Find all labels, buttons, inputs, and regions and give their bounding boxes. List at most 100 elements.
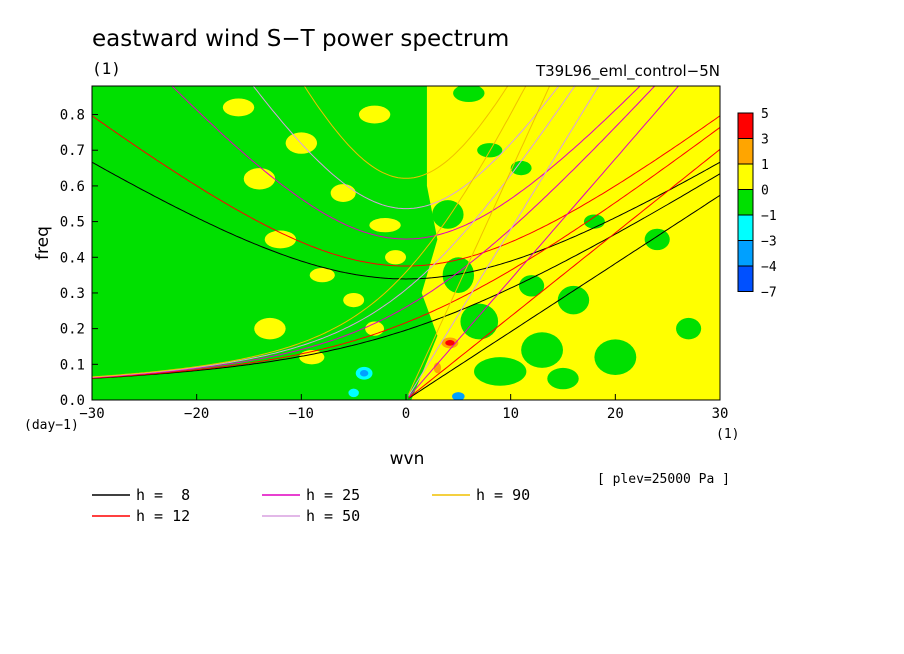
chart-title: eastward wind S−T power spectrum	[92, 26, 509, 52]
field-blob	[222, 98, 255, 117]
colorbar-label: −3	[761, 235, 777, 250]
curve-ig1-h25	[171, 86, 641, 240]
field-blob	[359, 370, 369, 377]
legend-label: h = 8	[136, 486, 190, 504]
y-tick-label: 0.0	[60, 393, 85, 409]
colorbar: 5 3 1 0 −1 −3 −4 −7	[737, 107, 777, 301]
curve-ig1-h12	[92, 115, 720, 267]
field-blob	[453, 86, 485, 103]
field-blob	[92, 100, 155, 129]
field-blob	[594, 339, 637, 376]
y-tick-label: 0.3	[60, 286, 85, 302]
colorbar-swatch	[737, 112, 754, 139]
field-blob	[343, 292, 365, 308]
curve-ig1-h50	[252, 86, 560, 210]
x-tick-label: 20	[607, 406, 624, 422]
field-blob	[128, 160, 181, 197]
field-blob	[676, 317, 702, 340]
x-tick-label: 0	[402, 406, 410, 422]
dispersion-curves	[92, 86, 720, 399]
field-blob	[243, 168, 276, 190]
colorbar-swatch	[737, 240, 754, 267]
field-blob	[254, 317, 286, 340]
curve-mrg-h50	[92, 86, 576, 378]
y-tick-label: 0.4	[60, 250, 85, 266]
x-tick-label: −30	[79, 406, 104, 422]
y-tick-label: 0.6	[60, 179, 85, 195]
colorbar-swatch	[737, 265, 754, 292]
field-blob	[170, 332, 223, 361]
y-tick-label: 0.5	[60, 215, 85, 231]
curve-kelvin-h50	[408, 86, 600, 396]
field-blob	[432, 200, 464, 229]
field-blob	[452, 392, 465, 400]
field-blob	[474, 357, 527, 386]
field-blob	[369, 218, 401, 233]
colorbar-label: −7	[761, 286, 777, 301]
field-blob	[330, 184, 356, 202]
plev-note: [ plev=25000 Pa ]	[597, 472, 730, 487]
colorbar-label: 0	[761, 184, 769, 199]
x-tick-label: 30	[712, 406, 729, 422]
colorbar-swatch	[737, 163, 754, 190]
legend-label: h = 50	[306, 507, 360, 525]
curve-kelvin-h8	[408, 194, 720, 399]
field-blob	[519, 275, 545, 297]
y-tick-label: 0.1	[60, 357, 85, 373]
curve-mrg-h90	[92, 86, 527, 378]
field-blob	[510, 160, 532, 176]
colorbar-swatch	[737, 214, 754, 241]
y-axis-unit: (day−1)	[24, 418, 79, 433]
x-axis-label: wvn	[390, 449, 425, 469]
subtitle-right: T39L96_eml_control−5N	[535, 62, 720, 81]
legend-label: h = 25	[306, 486, 360, 504]
field-blobs	[92, 86, 702, 400]
curve-mrg-h25	[92, 86, 656, 378]
plot-area	[92, 86, 720, 400]
field-blob	[557, 285, 590, 315]
legend-label: h = 90	[476, 486, 530, 504]
field-blob	[212, 271, 265, 315]
field-blob	[547, 367, 579, 390]
colorbar-label: 3	[761, 133, 769, 148]
field-blob	[264, 230, 297, 249]
field-blob	[348, 388, 359, 398]
field-blob	[133, 371, 197, 393]
x-tick-label: 10	[502, 406, 519, 422]
field-blob	[191, 128, 244, 158]
field-blob	[644, 228, 670, 251]
field-blob	[299, 350, 325, 365]
field-blob	[186, 185, 229, 215]
field-transition	[385, 86, 438, 400]
field-blob	[460, 303, 499, 340]
x-axis-unit: (1)	[716, 427, 739, 442]
x-axis-ticks: −30 −20 −10 0 10 20 30	[79, 394, 728, 422]
legend: h = 8 h = 12 h = 25 h = 50 h = 90	[92, 486, 530, 525]
colorbar-label: 1	[761, 158, 769, 173]
colorbar-label: −1	[761, 209, 777, 224]
field-blob	[92, 207, 134, 236]
y-tick-label: 0.2	[60, 322, 85, 338]
curve-kelvin-h25	[408, 86, 680, 398]
field-blob	[144, 221, 208, 258]
field-blob	[521, 332, 563, 368]
field-blob	[385, 250, 406, 265]
x-tick-label: −10	[289, 406, 314, 422]
colorbar-swatch	[737, 189, 754, 216]
field-blob	[358, 105, 391, 124]
curve-mrg-h12	[92, 126, 720, 379]
curve-ig1-h90	[303, 86, 509, 179]
y-axis-ticks: 0.0 0.1 0.2 0.3 0.4 0.5 0.6 0.7 0.8	[60, 108, 98, 409]
curve-kelvin-h12	[408, 148, 720, 399]
colorbar-swatch	[737, 138, 754, 165]
field-blob	[445, 340, 455, 346]
field-blob	[107, 292, 161, 329]
x-tick-label: −20	[184, 406, 209, 422]
field-blob	[309, 267, 335, 283]
y-tick-label: 0.7	[60, 143, 85, 159]
colorbar-label: −4	[761, 260, 777, 275]
curve-kelvin-h90	[408, 86, 551, 395]
curve-mrg-h8	[92, 173, 720, 379]
subtitle-left: (1)	[92, 59, 121, 78]
